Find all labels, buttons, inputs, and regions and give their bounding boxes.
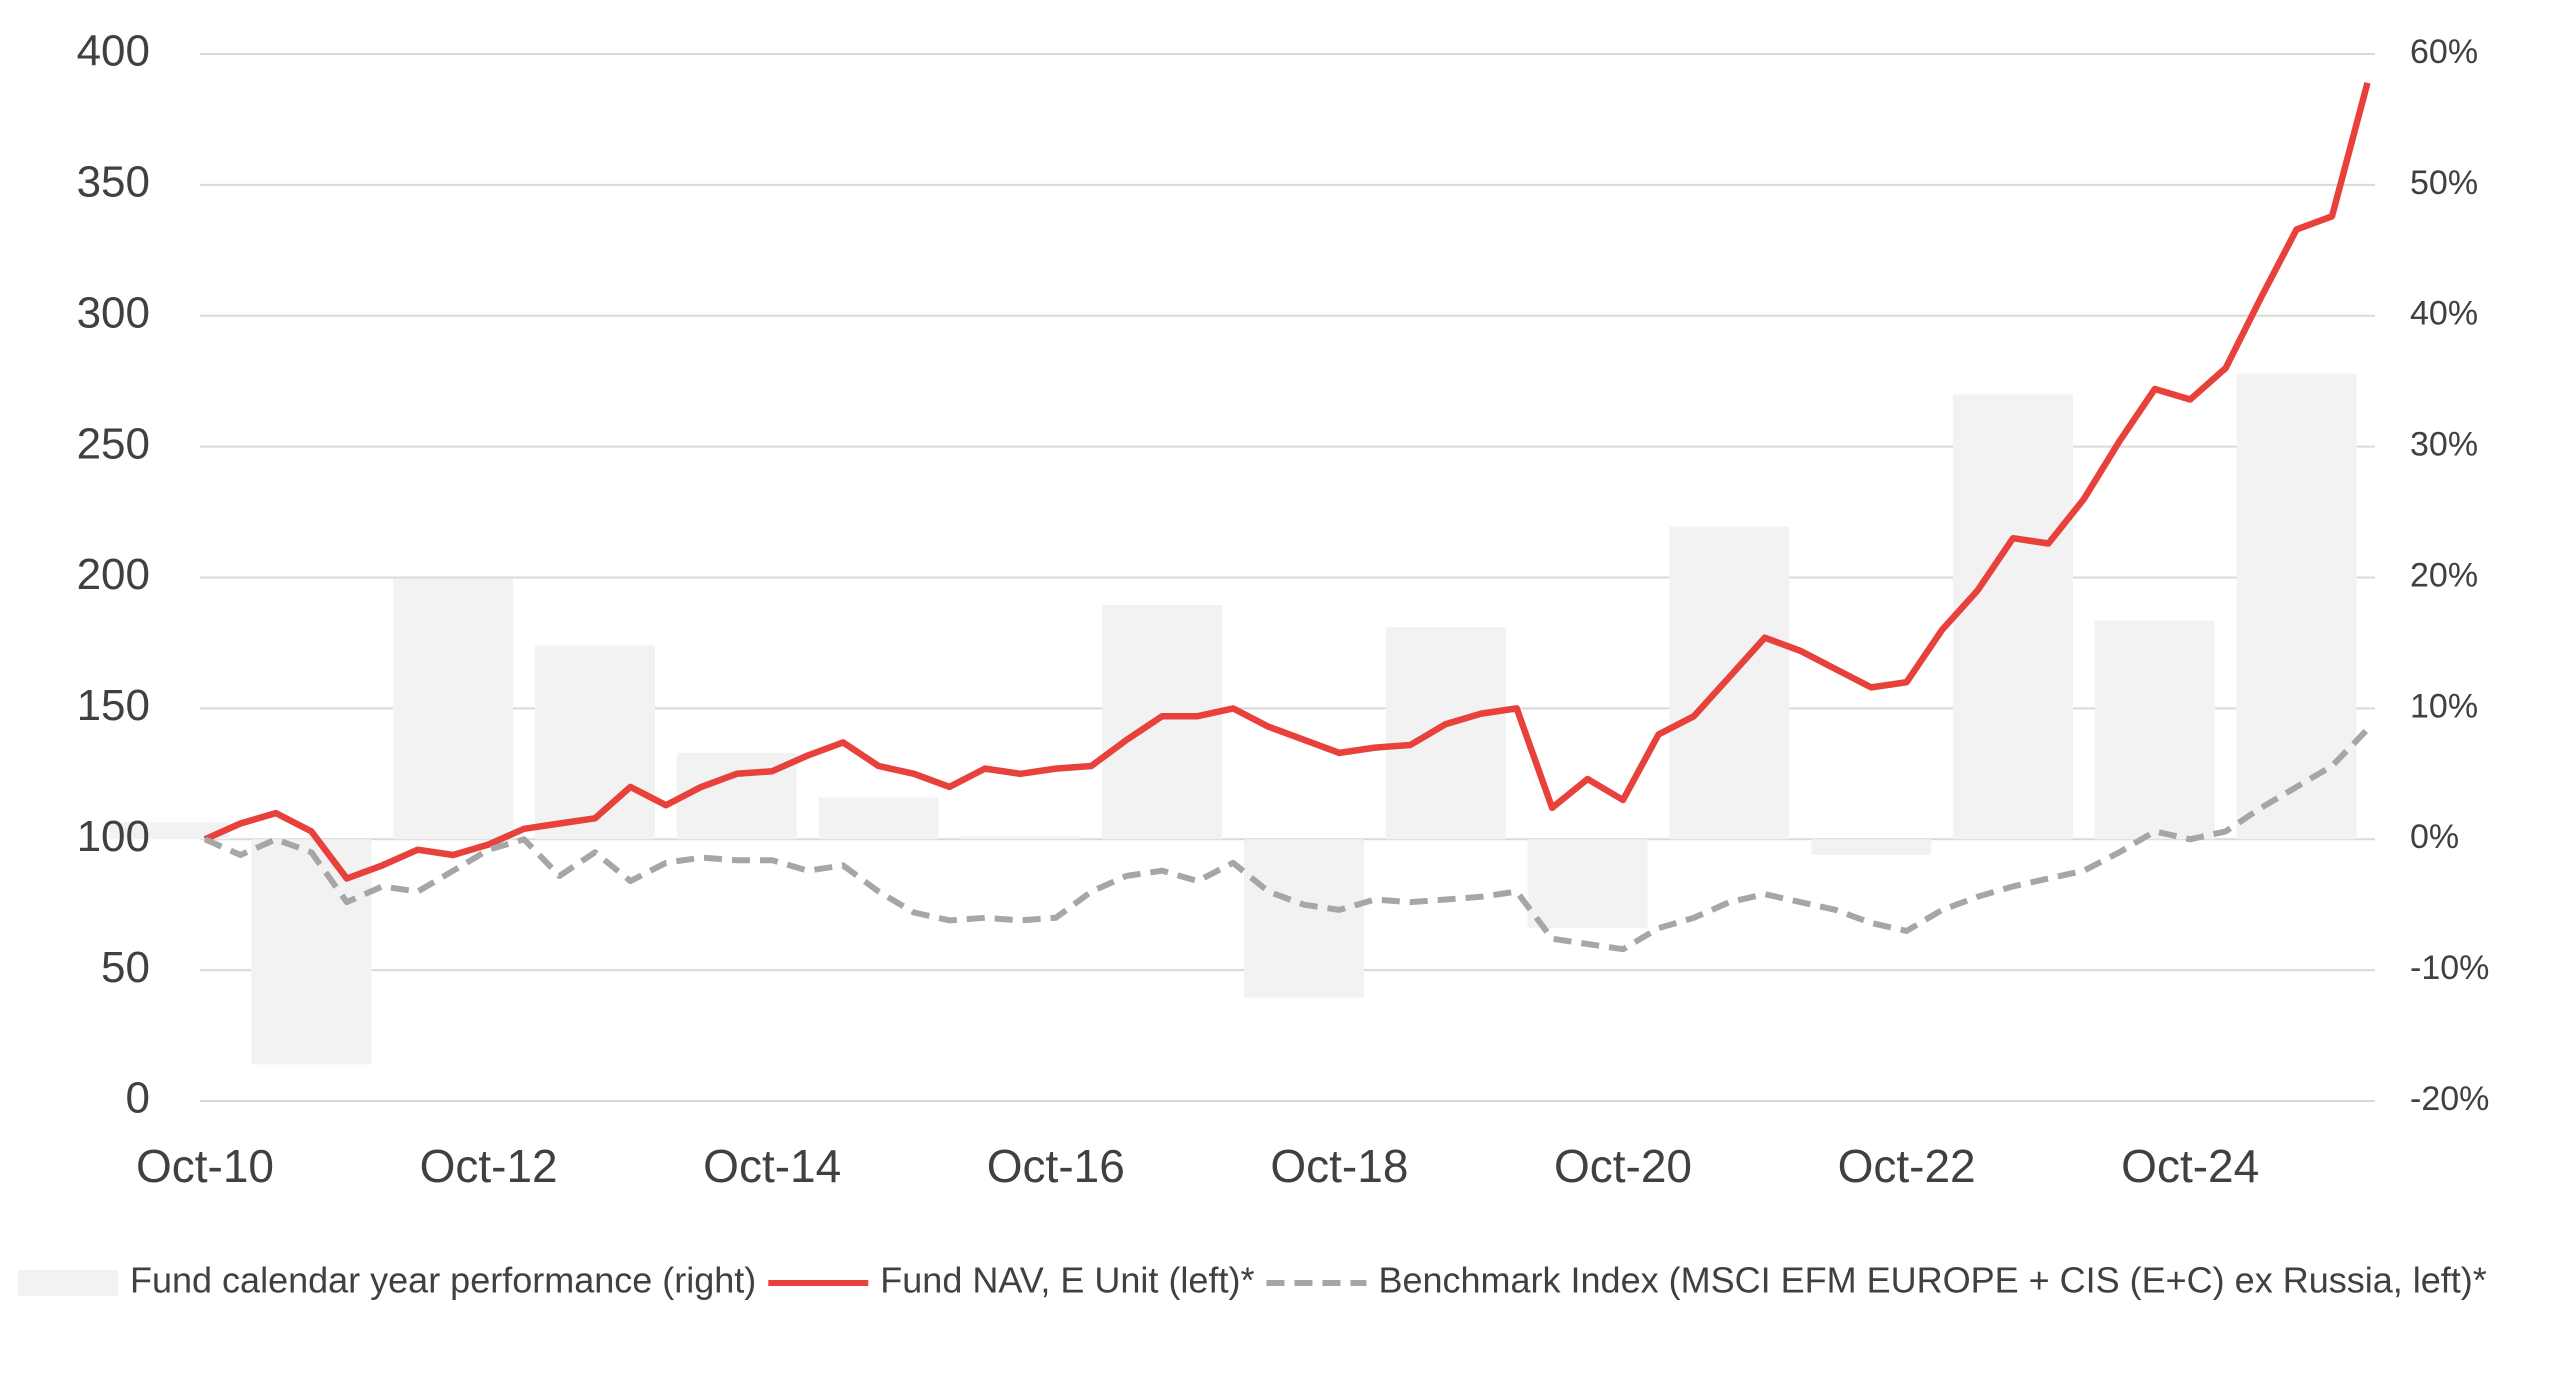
x-tick-label: Oct-10	[136, 1140, 274, 1192]
y-tick-label: 0	[126, 1074, 150, 1123]
y-tick-label: 400	[77, 27, 150, 76]
x-tick-label: Oct-18	[1270, 1140, 1408, 1192]
x-tick-label: Oct-22	[1838, 1140, 1976, 1192]
bar	[393, 578, 514, 840]
bar	[1669, 526, 1790, 840]
legend-label: Fund NAV, E Unit (left)*	[880, 1260, 1254, 1301]
y2-tick-label: 0%	[2410, 818, 2459, 856]
bar	[1243, 839, 1364, 998]
x-tick-label: Oct-20	[1554, 1140, 1692, 1192]
bar	[534, 645, 655, 840]
y-tick-label: 250	[77, 419, 150, 468]
y-tick-label: 350	[77, 158, 150, 207]
bar	[960, 836, 1081, 840]
y-tick-label: 150	[77, 681, 150, 730]
line-series	[203, 727, 2370, 953]
y-tick-label: 200	[77, 550, 150, 599]
x-tick-label: Oct-16	[987, 1140, 1125, 1192]
y-tick-label: 100	[77, 812, 150, 861]
y2-tick-label: 50%	[2410, 164, 2478, 202]
y-tick-label: 50	[101, 943, 150, 992]
lines	[203, 81, 2371, 953]
bars	[109, 373, 2357, 1065]
bar	[109, 822, 230, 840]
y2-tick-label: 40%	[2410, 295, 2478, 333]
bar	[2094, 620, 2215, 840]
legend-label: Fund calendar year performance (right)	[130, 1260, 756, 1301]
bar	[1527, 839, 1648, 929]
y2-tick-label: 10%	[2410, 687, 2478, 725]
bar	[1385, 627, 1506, 840]
x-tick-label: Oct-24	[2121, 1140, 2259, 1192]
legend-swatch	[18, 1270, 118, 1296]
y2-tick-label: -10%	[2410, 949, 2489, 987]
bar	[1811, 839, 1932, 855]
y2-tick-label: 30%	[2410, 426, 2478, 464]
bar	[1102, 604, 1223, 840]
y2-tick-label: 20%	[2410, 556, 2478, 594]
bar	[2236, 373, 2357, 840]
bar	[1952, 394, 2073, 840]
line-series	[203, 81, 2371, 882]
y2-tick-label: 60%	[2410, 33, 2478, 71]
x-tick-label: Oct-14	[703, 1140, 841, 1192]
x-tick-label: Oct-12	[420, 1140, 558, 1192]
bar	[818, 797, 939, 840]
y-tick-label: 300	[77, 288, 150, 337]
y2-tick-label: -20%	[2410, 1080, 2489, 1118]
legend-label: Benchmark Index (MSCI EFM EUROPE + CIS (…	[1378, 1260, 2486, 1301]
